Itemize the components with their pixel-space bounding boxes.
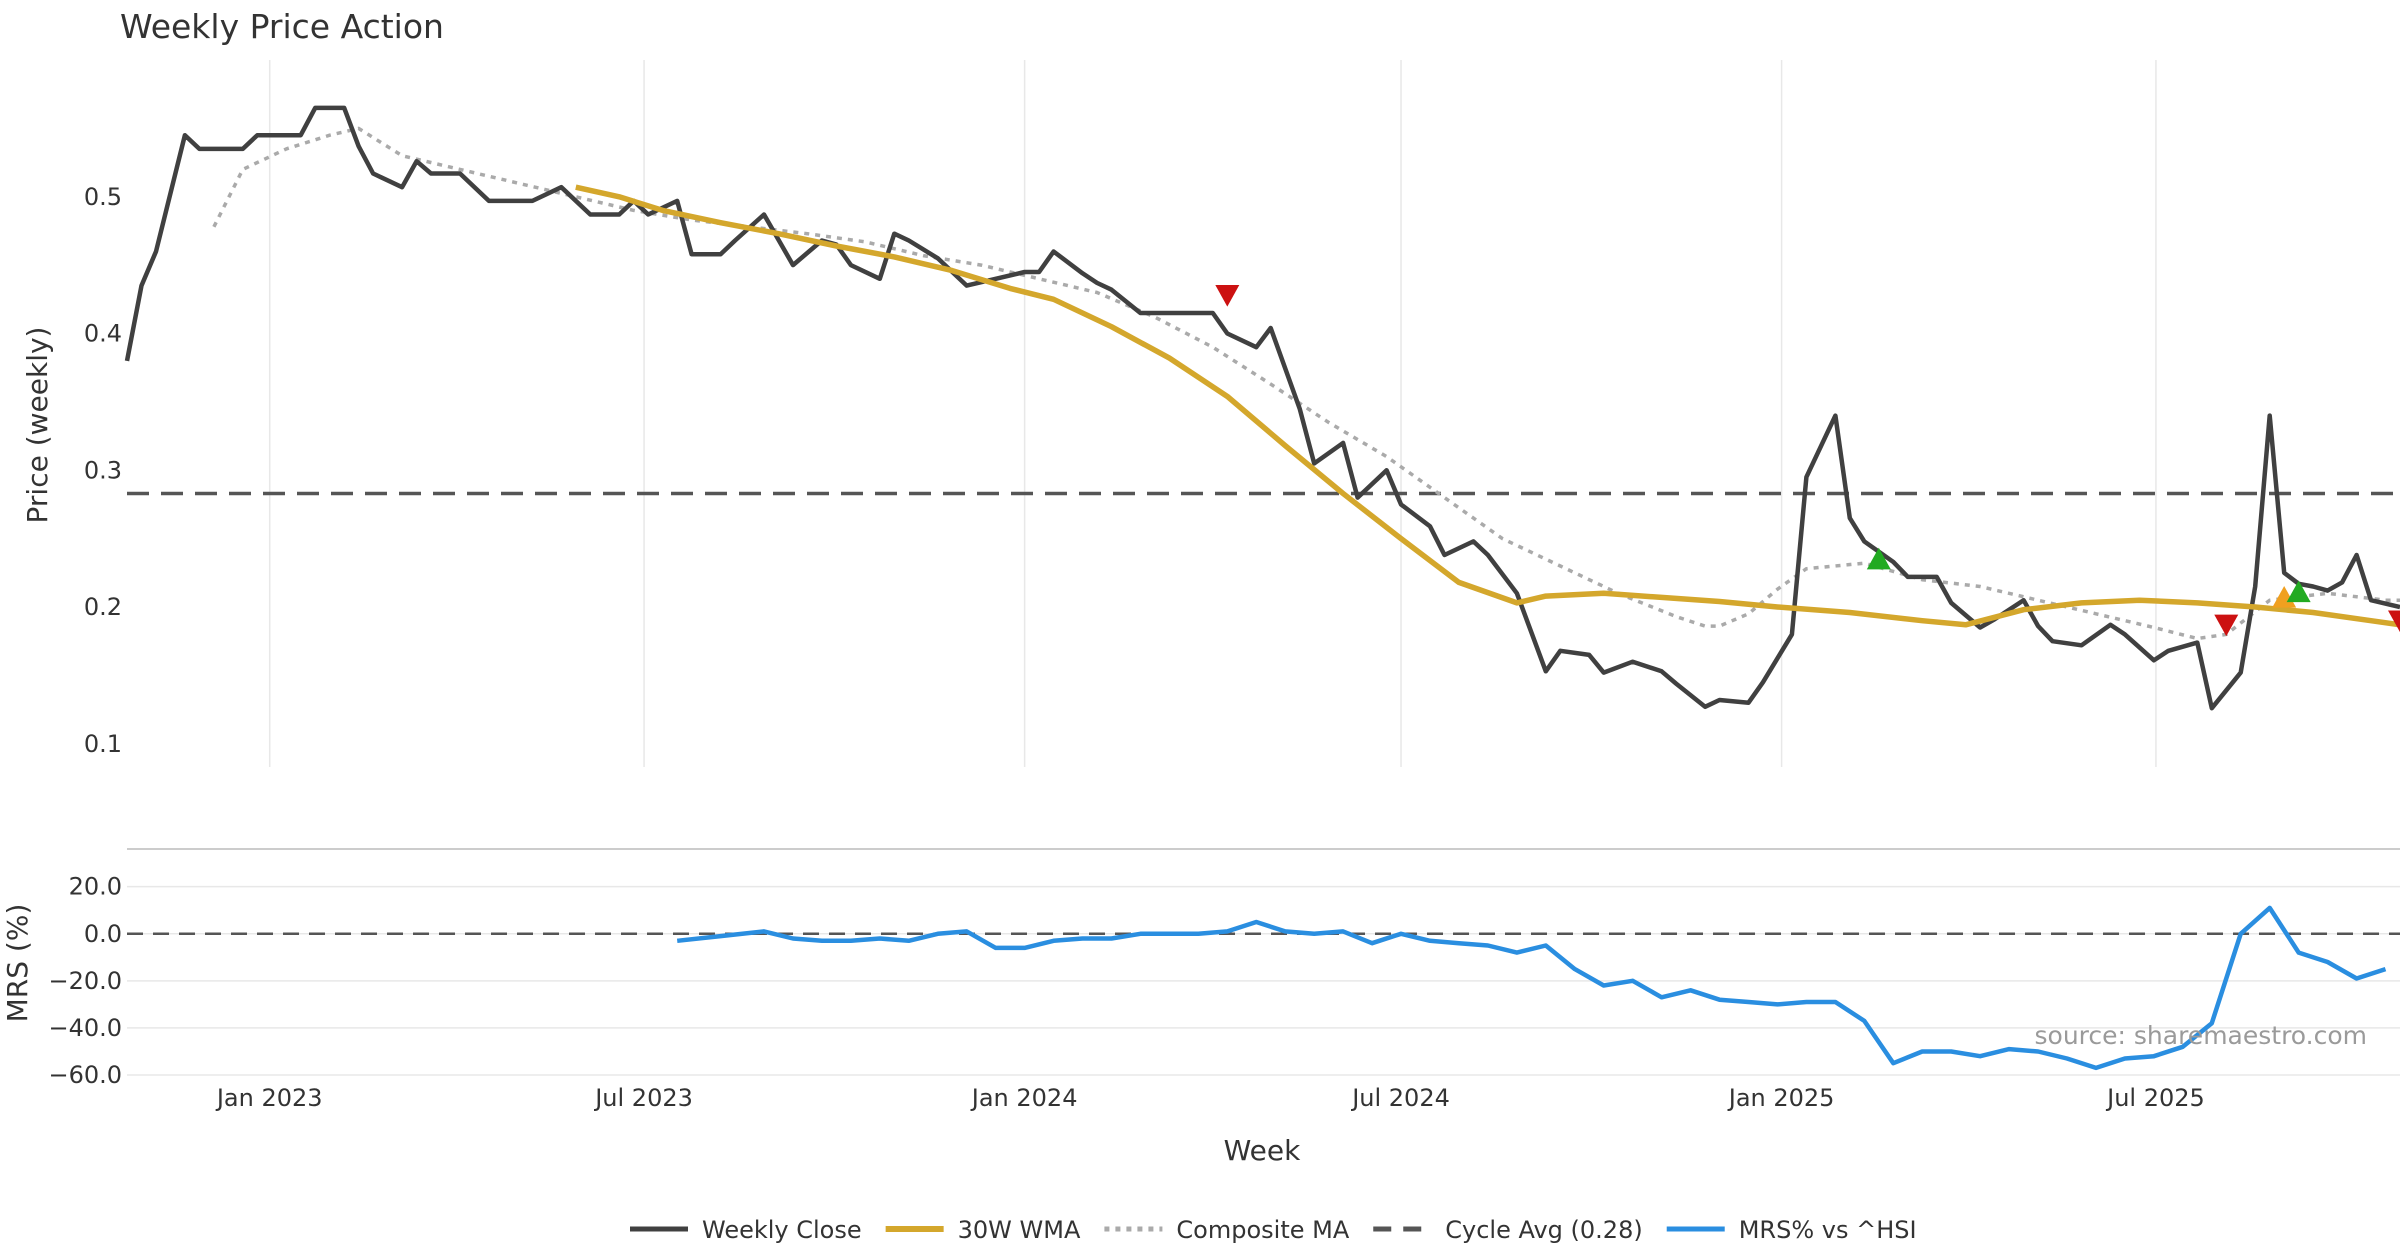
legend-label-composite: Composite MA (1176, 1216, 1349, 1244)
mrs-y-ticks: 20.0 0.0 −20.0 −40.0 −60.0 (48, 873, 122, 1089)
legend: Weekly Close 30W WMA Composite MA Cycle Avg… (630, 1216, 1917, 1244)
mrs-y-tick-label: −40.0 (48, 1014, 122, 1042)
price-y-tick-label: 0.3 (84, 456, 122, 484)
price-y-axis-label: Price (weekly) (21, 327, 54, 524)
x-tick-label: Jan 2024 (970, 1084, 1078, 1112)
legend-label-weekly-close: Weekly Close (702, 1216, 862, 1244)
legend-label-wma: 30W WMA (958, 1216, 1081, 1244)
price-y-tick-label: 0.4 (84, 320, 122, 348)
mrs-y-tick-label: 0.0 (84, 920, 122, 948)
mrs-panel: 20.0 0.0 −20.0 −40.0 −60.0 MRS (%) source: s… (1, 873, 2400, 1089)
buy-signal-marker (1866, 547, 1891, 570)
wma-30w-line (575, 184, 2400, 628)
x-ticks: Jan 2023 Jul 2023 Jan 2024 Jul 2024 Jan 2025… (215, 1084, 2205, 1112)
price-y-tick-label: 0.1 (84, 730, 122, 758)
alert-signal-marker (2272, 586, 2297, 608)
mrs-series (127, 905, 2400, 1071)
sell-signal-marker (2214, 614, 2239, 637)
price-panel: 0.1 0.2 0.3 0.4 0.5 Price (weekly) (21, 60, 2400, 767)
mrs-y-tick-label: −60.0 (48, 1061, 122, 1089)
composite-ma-line (212, 126, 2400, 641)
mrs-y-axis-label: MRS (%) (1, 904, 34, 1023)
sell-signal-marker (2388, 610, 2400, 633)
x-tick-label: Jan 2023 (215, 1084, 323, 1112)
price-y-ticks: 0.1 0.2 0.3 0.4 0.5 (84, 183, 122, 758)
price-series (124, 105, 2400, 711)
x-tick-label: Jan 2025 (1727, 1084, 1835, 1112)
mrs-y-tick-label: 20.0 (69, 873, 122, 901)
x-tick-label: Jul 2024 (1350, 1084, 1450, 1112)
x-tick-label: Jul 2025 (2105, 1084, 2205, 1112)
buy-signal-marker (2286, 580, 2311, 603)
price-grid (268, 60, 2157, 767)
mrs-y-tick-label: −20.0 (48, 967, 122, 995)
signal-markers (1215, 285, 2400, 637)
price-y-tick-label: 0.5 (84, 183, 122, 211)
price-y-tick-label: 0.2 (84, 593, 122, 621)
legend-label-mrs: MRS% vs ^HSI (1739, 1216, 1917, 1244)
weekly-close-line (124, 105, 2400, 711)
source-note: source: sharemaestro.com (2035, 1021, 2368, 1050)
chart-title: Weekly Price Action (120, 7, 444, 46)
x-axis-label: Week (1224, 1134, 1301, 1167)
x-tick-label: Jul 2023 (593, 1084, 693, 1112)
mrs-line (676, 905, 2387, 1071)
sell-signal-marker (1215, 285, 1240, 307)
legend-label-cycle: Cycle Avg (0.28) (1445, 1216, 1642, 1244)
